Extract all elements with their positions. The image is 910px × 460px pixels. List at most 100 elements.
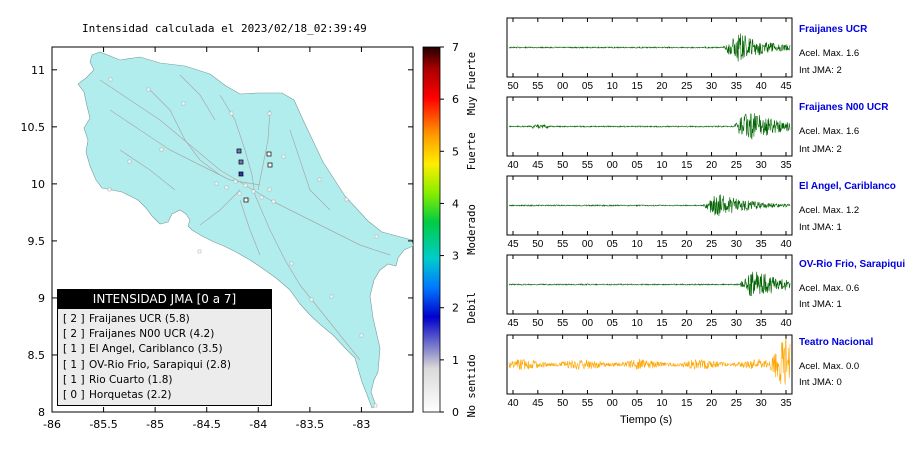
legend-jma: [ 1 ] <box>63 373 85 386</box>
time-tick-label: 35 <box>780 398 792 409</box>
waveform-trace <box>508 338 791 385</box>
station-jma: Int JMA: 2 <box>799 144 842 155</box>
time-tick-label: 00 <box>607 398 619 409</box>
road-network <box>99 74 391 361</box>
time-tick-label: 55 <box>557 318 569 329</box>
time-tick-label: 45 <box>780 81 792 92</box>
time-tick-label: 40 <box>780 239 792 250</box>
station-name: El Angel, Cariblanco <box>799 181 896 192</box>
x-tick-label: -84 <box>249 418 267 431</box>
time-tick-label: 20 <box>706 160 718 171</box>
time-tick-label: 00 <box>582 318 594 329</box>
x-tick-label: -83.5 <box>296 418 324 431</box>
time-tick-label: 00 <box>607 160 619 171</box>
time-tick-label: 10 <box>632 239 644 250</box>
map-y-axis: 8 8.5 9 9.5 10 10.5 11 <box>21 64 413 419</box>
time-tick-label: 15 <box>681 160 693 171</box>
time-tick-label: 20 <box>656 81 668 92</box>
time-tick-label: 45 <box>532 160 544 171</box>
legend-station: Fraijanes UCR (5.8) <box>89 313 190 325</box>
legend-row: [ 1 ] Rio Cuarto (1.8) <box>58 373 271 388</box>
x-tick-label: -85.5 <box>89 418 117 431</box>
intensity-colorbar <box>422 46 441 413</box>
time-tick-label: 10 <box>632 318 644 329</box>
station-jma: Int JMA: 1 <box>799 222 842 233</box>
colorbar-tick-label: 2 <box>452 302 459 315</box>
colorbar-tick-label: 1 <box>452 354 459 367</box>
time-tick-label: 30 <box>731 318 743 329</box>
time-tick-label: 15 <box>681 398 693 409</box>
time-tick-label: 40 <box>756 81 768 92</box>
colorbar-class-label: Muy Fuerte <box>466 52 478 115</box>
colorbar-class-labels: No sentido Debil Moderado Fuerte Muy Fuerte <box>466 52 478 418</box>
legend-row: [ 2 ] Fraijanes N00 UCR (4.2) <box>58 327 271 342</box>
legend-row: [ 1 ] OV-Rio Frio, Sarapiqui (2.8) <box>58 358 271 373</box>
time-tick-label: 35 <box>756 239 768 250</box>
legend-header: INTENSIDAD JMA [0 a 7] <box>58 290 271 309</box>
legend-jma: [ 0 ] <box>63 388 85 401</box>
time-tick-label: 15 <box>656 318 668 329</box>
time-tick-label: 05 <box>582 81 594 92</box>
time-tick-label: 05 <box>607 318 619 329</box>
time-tick-label: 55 <box>582 160 594 171</box>
colorbar-tick-label: 7 <box>452 41 459 54</box>
colorbar-tick-label: 4 <box>452 197 459 210</box>
legend-row: [ 1 ] El Angel, Cariblanco (3.5) <box>58 342 271 357</box>
y-tick-label: 9 <box>38 292 45 305</box>
station-jma: Int JMA: 1 <box>799 299 842 310</box>
time-tick-label: 35 <box>756 318 768 329</box>
x-tick-label: -84.5 <box>192 418 220 431</box>
y-tick-label: 8.5 <box>28 349 46 362</box>
colorbar-tick-label: 3 <box>452 250 459 263</box>
time-tick-label: 30 <box>731 239 743 250</box>
legend-row: [ 0 ] Horquetas (2.2) <box>58 388 271 403</box>
colorbar-tick-label: 0 <box>452 406 459 419</box>
legend-station: Horquetas (2.2) <box>89 388 172 401</box>
time-tick-label: 25 <box>731 398 743 409</box>
time-tick-label: 35 <box>731 81 743 92</box>
legend-jma: [ 1 ] <box>63 343 85 356</box>
time-tick-label: 10 <box>607 81 619 92</box>
time-tick-label: 50 <box>507 81 519 92</box>
time-tick-label: 00 <box>557 81 569 92</box>
colorbar-class-label: Debil <box>466 292 478 324</box>
station-name: OV-Rio Frio, Sarapiqui <box>799 259 906 270</box>
time-tick-label: 50 <box>557 160 569 171</box>
time-tick-label: 40 <box>507 398 519 409</box>
time-tick-label: 55 <box>532 81 544 92</box>
waveform-panels: 50 55 00 05 10 15 20 25 30 35 40 45 40 45 50 55 00 05 10 15… <box>506 17 793 409</box>
highlighted-stations <box>236 148 273 203</box>
time-tick-label: 05 <box>632 160 644 171</box>
time-tick-label: 45 <box>532 398 544 409</box>
colorbar-class-label: No sentido <box>466 354 478 417</box>
time-tick-label: 30 <box>756 398 768 409</box>
y-tick-label: 9.5 <box>28 235 46 248</box>
legend-station: Rio Cuarto (1.8) <box>89 373 173 386</box>
station-jma: Int JMA: 0 <box>799 377 842 388</box>
time-tick-label: 50 <box>532 239 544 250</box>
waveform-trace <box>508 194 791 217</box>
station-accel: Acel. Max. 0.0 <box>799 361 860 372</box>
costa-rica-land <box>77 51 414 409</box>
time-tick-label: 30 <box>706 81 718 92</box>
legend-jma: [ 2 ] <box>63 313 85 325</box>
legend-station: OV-Rio Frio, Sarapiqui (2.8) <box>89 358 231 371</box>
time-tick-label: 40 <box>507 160 519 171</box>
x-tick-label: -83 <box>352 418 370 431</box>
time-tick-label: 55 <box>582 398 594 409</box>
time-tick-label: 20 <box>681 239 693 250</box>
legend-station: El Angel, Cariblanco (3.5) <box>89 343 223 356</box>
time-tick-label: 25 <box>681 81 693 92</box>
waveform-trace <box>508 271 791 297</box>
time-tick-label: 25 <box>706 318 718 329</box>
time-tick-label: 50 <box>532 318 544 329</box>
colorbar-class-label: Fuerte <box>466 132 478 170</box>
time-tick-label: 15 <box>632 81 644 92</box>
time-tick-label: 00 <box>582 239 594 250</box>
intensity-legend: INTENSIDAD JMA [0 a 7] [ 2 ] Fraijanes UC… <box>57 289 272 406</box>
legend-jma: [ 1 ] <box>63 358 85 371</box>
time-tick-label: 15 <box>656 239 668 250</box>
station-accel: Acel. Max. 0.6 <box>799 283 860 294</box>
time-tick-label: 25 <box>706 239 718 250</box>
